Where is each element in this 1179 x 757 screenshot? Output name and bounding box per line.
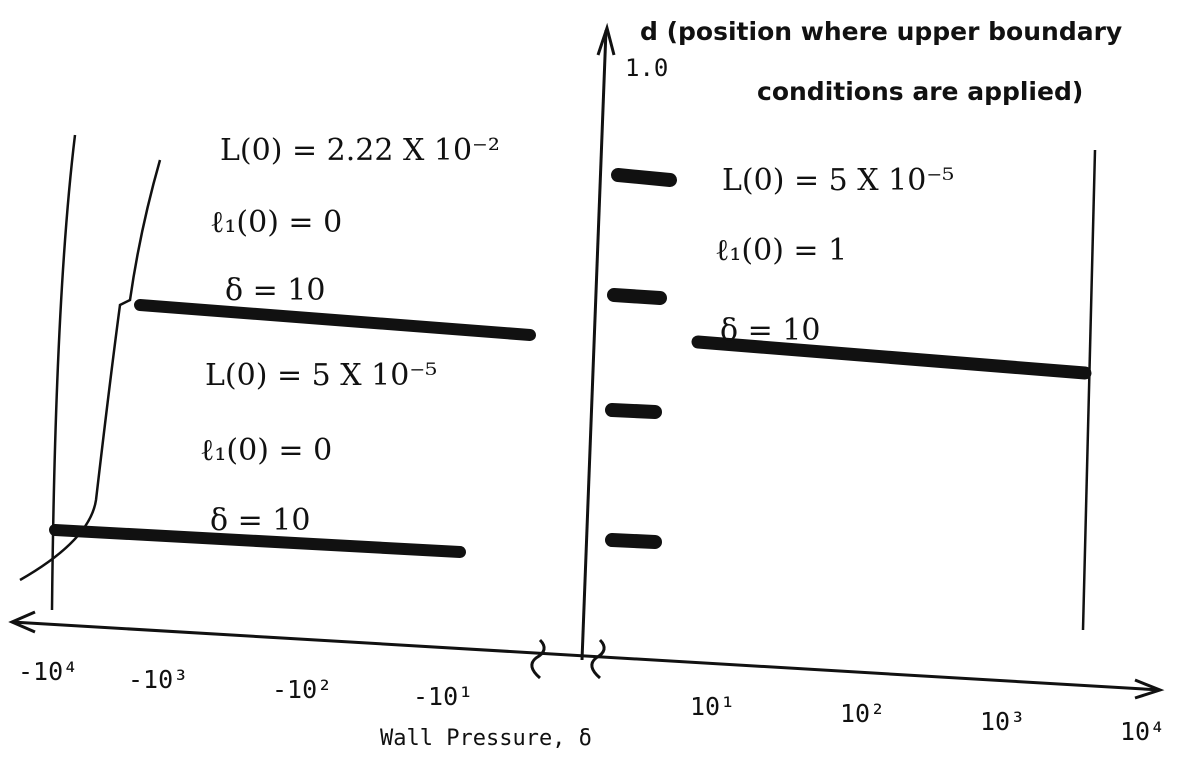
annotation: L(0) = 2.22 X 10⁻² (220, 133, 500, 168)
x-tick-label: 10³ (980, 707, 1025, 736)
y-axis (580, 29, 608, 661)
annotation: δ = 10 (720, 313, 820, 348)
y-tick-label: 1.0 (625, 54, 668, 82)
profile-bar (134, 299, 536, 341)
x-tick-label: -10¹ (413, 682, 473, 711)
boundary-line (1081, 149, 1097, 631)
axis-break (590, 638, 606, 680)
annotation: L(0) = 5 X 10⁻⁵ (722, 163, 954, 198)
x-tick-label: 10² (840, 699, 885, 728)
profiles (49, 168, 1092, 558)
x-axis-label: Wall Pressure, δ (380, 726, 592, 751)
y-axis-label: d (position where upper boundary (640, 17, 1122, 46)
boundary-curve (50, 134, 77, 611)
x-axis (11, 620, 1161, 692)
y-axis-arrow (596, 22, 616, 56)
annotation: L(0) = 5 X 10⁻⁵ (205, 358, 437, 393)
annotation: δ = 10 (210, 503, 310, 538)
annotation: δ = 10 (225, 273, 325, 308)
x-tick-label: -10² (272, 675, 332, 704)
x-tick-label: -10³ (128, 665, 188, 694)
annotation: ℓ₁(0) = 0 (200, 433, 332, 468)
boundary-curve (19, 159, 162, 582)
x-axis-right-arrow (1134, 678, 1165, 700)
profile-bar (691, 335, 1092, 380)
annotation: ℓ₁(0) = 0 (210, 205, 342, 240)
x-axis-left-arrow (8, 610, 36, 634)
profile-bar (49, 524, 466, 558)
x-tick-label: 10¹ (690, 692, 735, 721)
y-axis-label: conditions are applied) (757, 77, 1083, 106)
annotation: ℓ₁(0) = 1 (715, 233, 847, 268)
y-tick-marks (605, 168, 677, 549)
axis-break (530, 638, 546, 680)
x-tick-label: -10⁴ (18, 657, 78, 686)
x-tick-label: 10⁴ (1120, 717, 1165, 746)
